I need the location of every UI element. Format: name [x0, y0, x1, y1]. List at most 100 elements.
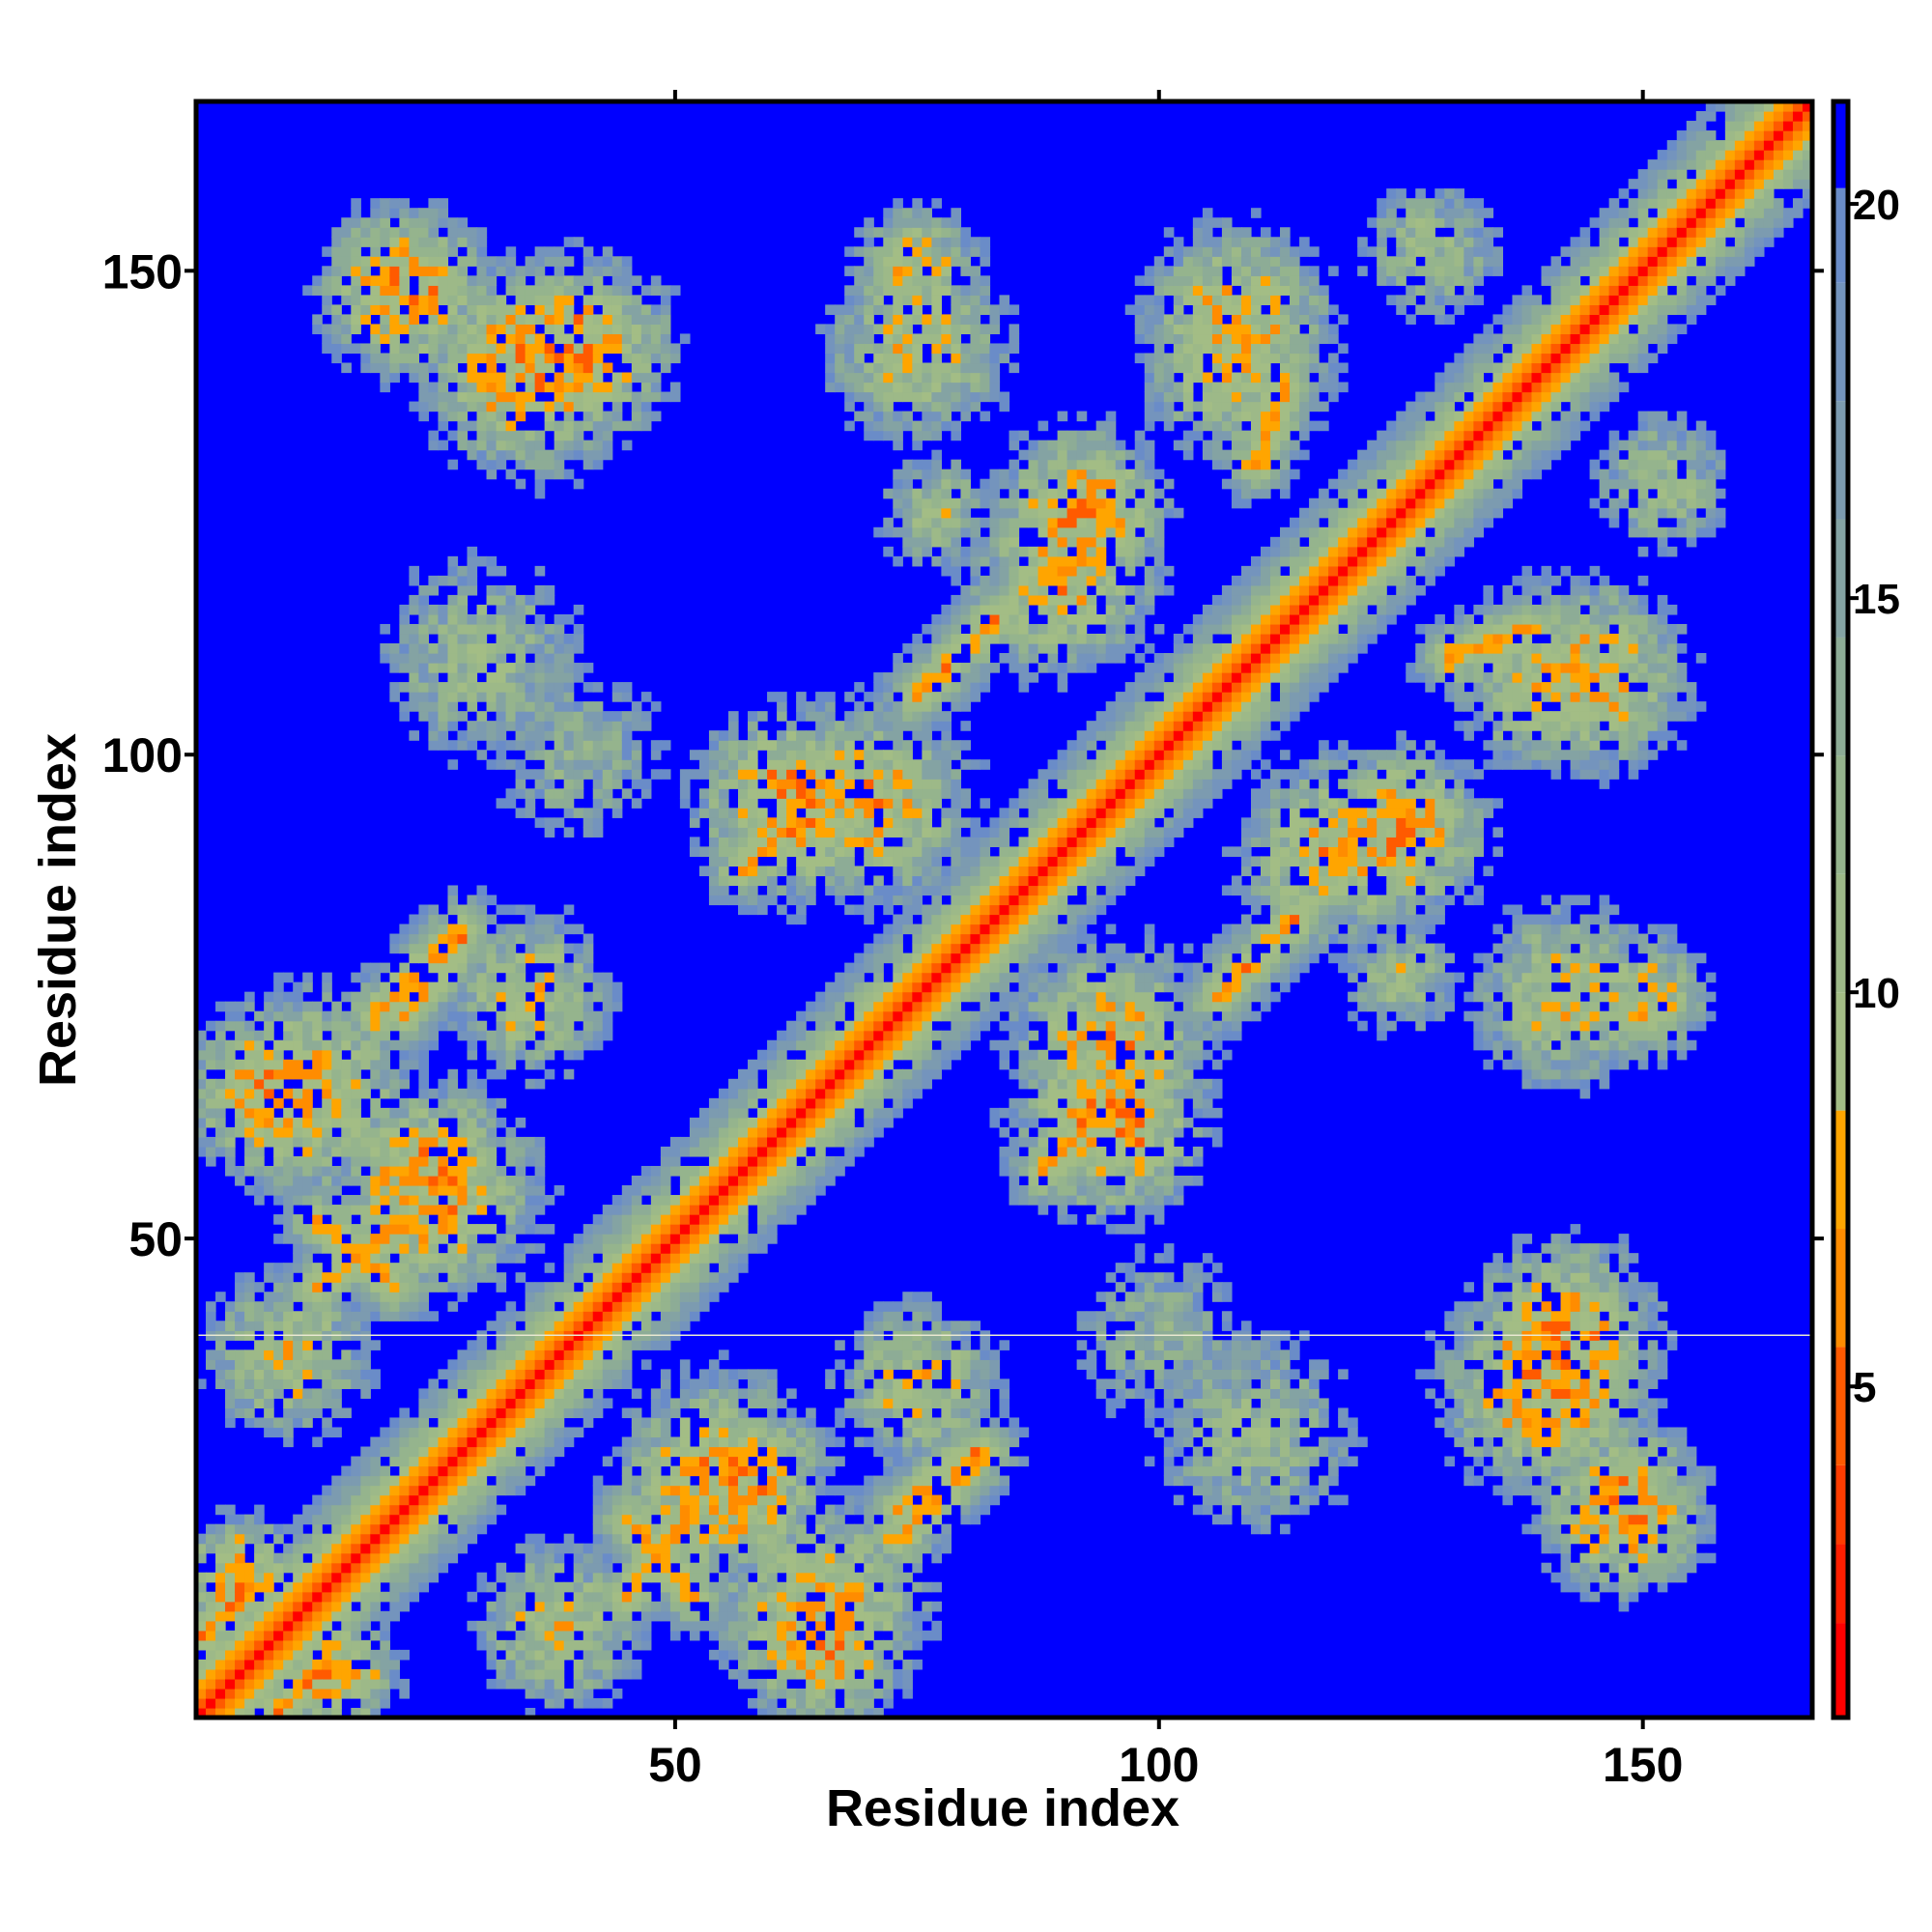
heatmap-cell [312, 1301, 323, 1312]
heatmap-cell [457, 633, 469, 644]
heatmap-cell [806, 1697, 816, 1709]
heatmap-cell [409, 1243, 420, 1254]
heatmap-cell [708, 1165, 720, 1177]
heatmap-cell [563, 808, 575, 818]
heatmap-cell [854, 1678, 865, 1690]
heatmap-cell [640, 1494, 652, 1506]
heatmap-cell [399, 1010, 410, 1022]
heatmap-cell [486, 1465, 497, 1477]
heatmap-cell [322, 1165, 332, 1177]
heatmap-cell [418, 1020, 430, 1032]
heatmap-cell [708, 1543, 720, 1554]
heatmap-cell [864, 1601, 874, 1612]
heatmap-cell [351, 227, 361, 238]
heatmap-cell [854, 904, 865, 916]
heatmap-cell [486, 613, 497, 625]
heatmap-cell [486, 1175, 497, 1186]
heatmap-cell [476, 604, 488, 615]
heatmap-cell [757, 1601, 768, 1612]
heatmap-cell [525, 1475, 536, 1487]
heatmap-cell [496, 594, 507, 606]
heatmap-cell [341, 1097, 352, 1109]
heatmap-cell [273, 1388, 284, 1400]
heatmap-cell [573, 430, 584, 441]
heatmap-cell [225, 1398, 236, 1409]
heatmap-cell [525, 1688, 536, 1699]
heatmap-cell [844, 991, 855, 1003]
heatmap-cell [611, 343, 623, 355]
heatmap-cell [264, 1117, 274, 1128]
heatmap-cell [389, 1263, 400, 1273]
heatmap-cell [196, 1581, 207, 1593]
heatmap-cell [708, 1514, 720, 1525]
heatmap-cell [854, 837, 865, 847]
heatmap-cell [777, 1678, 787, 1690]
heatmap-cell [428, 275, 440, 286]
heatmap-cell [254, 1078, 265, 1090]
heatmap-cell [631, 1195, 642, 1206]
heatmap-cell [718, 798, 729, 809]
heatmap-cell [525, 1282, 536, 1293]
heatmap-cell [786, 1514, 797, 1525]
heatmap-cell [322, 1572, 332, 1583]
heatmap-cell [621, 1668, 633, 1680]
heatmap-cell [592, 1668, 604, 1680]
heatmap-cell [854, 333, 865, 345]
heatmap-cell [525, 1136, 536, 1148]
heatmap-cell [844, 1581, 855, 1593]
heatmap-cell [225, 1350, 236, 1360]
heatmap-cell [409, 324, 420, 335]
heatmap-cell [534, 643, 546, 654]
heatmap-cell [796, 1059, 807, 1070]
heatmap-cell [738, 740, 749, 751]
heatmap-cell [293, 1311, 303, 1321]
heatmap-cell [505, 333, 517, 345]
heatmap-cell [718, 1533, 729, 1545]
heatmap-cell [525, 1639, 536, 1651]
heatmap-cell [351, 343, 361, 355]
heatmap-cell [225, 1078, 236, 1090]
heatmap-cell [389, 1001, 400, 1012]
heatmap-cell [718, 1088, 729, 1099]
heatmap-cell [582, 1620, 594, 1632]
heatmap-cell [505, 285, 517, 296]
heatmap-cell [341, 1475, 352, 1487]
heatmap-cell [244, 1659, 255, 1670]
heatmap-cell [525, 1001, 536, 1012]
heatmap-cell [399, 343, 410, 355]
heatmap-cell [341, 362, 352, 374]
heatmap-cell [389, 943, 400, 954]
heatmap-cell [467, 1155, 478, 1167]
heatmap-cell [582, 314, 594, 326]
heatmap-cell [351, 1475, 361, 1487]
heatmap-cell [389, 1107, 400, 1119]
heatmap-cell [621, 1359, 633, 1370]
heatmap-cell [225, 1010, 236, 1022]
heatmap-cell [544, 1601, 555, 1612]
heatmap-cell [254, 1136, 265, 1148]
heatmap-cell [525, 923, 536, 935]
heatmap-cell [409, 1485, 420, 1496]
heatmap-cell [611, 740, 623, 751]
heatmap-cell [254, 1195, 265, 1206]
heatmap-cell [264, 1165, 274, 1177]
heatmap-cell [467, 633, 478, 644]
heatmap-cell [786, 1475, 797, 1487]
heatmap-cell [273, 1697, 284, 1709]
heatmap-cell [534, 1039, 546, 1051]
heatmap-cell [341, 1572, 352, 1583]
heatmap-cell [351, 208, 361, 218]
heatmap-cell [302, 1359, 313, 1370]
heatmap-cell [757, 895, 768, 906]
heatmap-cell [457, 1350, 469, 1360]
heatmap-cell [525, 1030, 536, 1041]
heatmap-cell [235, 1610, 245, 1622]
heatmap-cell [360, 1678, 371, 1690]
heatmap-cell [650, 1456, 662, 1467]
heatmap-cell [727, 1514, 739, 1525]
heatmap-cell [322, 1610, 332, 1622]
heatmap-cell [438, 1155, 449, 1167]
heatmap-cell [554, 1321, 565, 1331]
heatmap-cell [273, 1078, 284, 1090]
heatmap-cell [679, 1272, 691, 1283]
